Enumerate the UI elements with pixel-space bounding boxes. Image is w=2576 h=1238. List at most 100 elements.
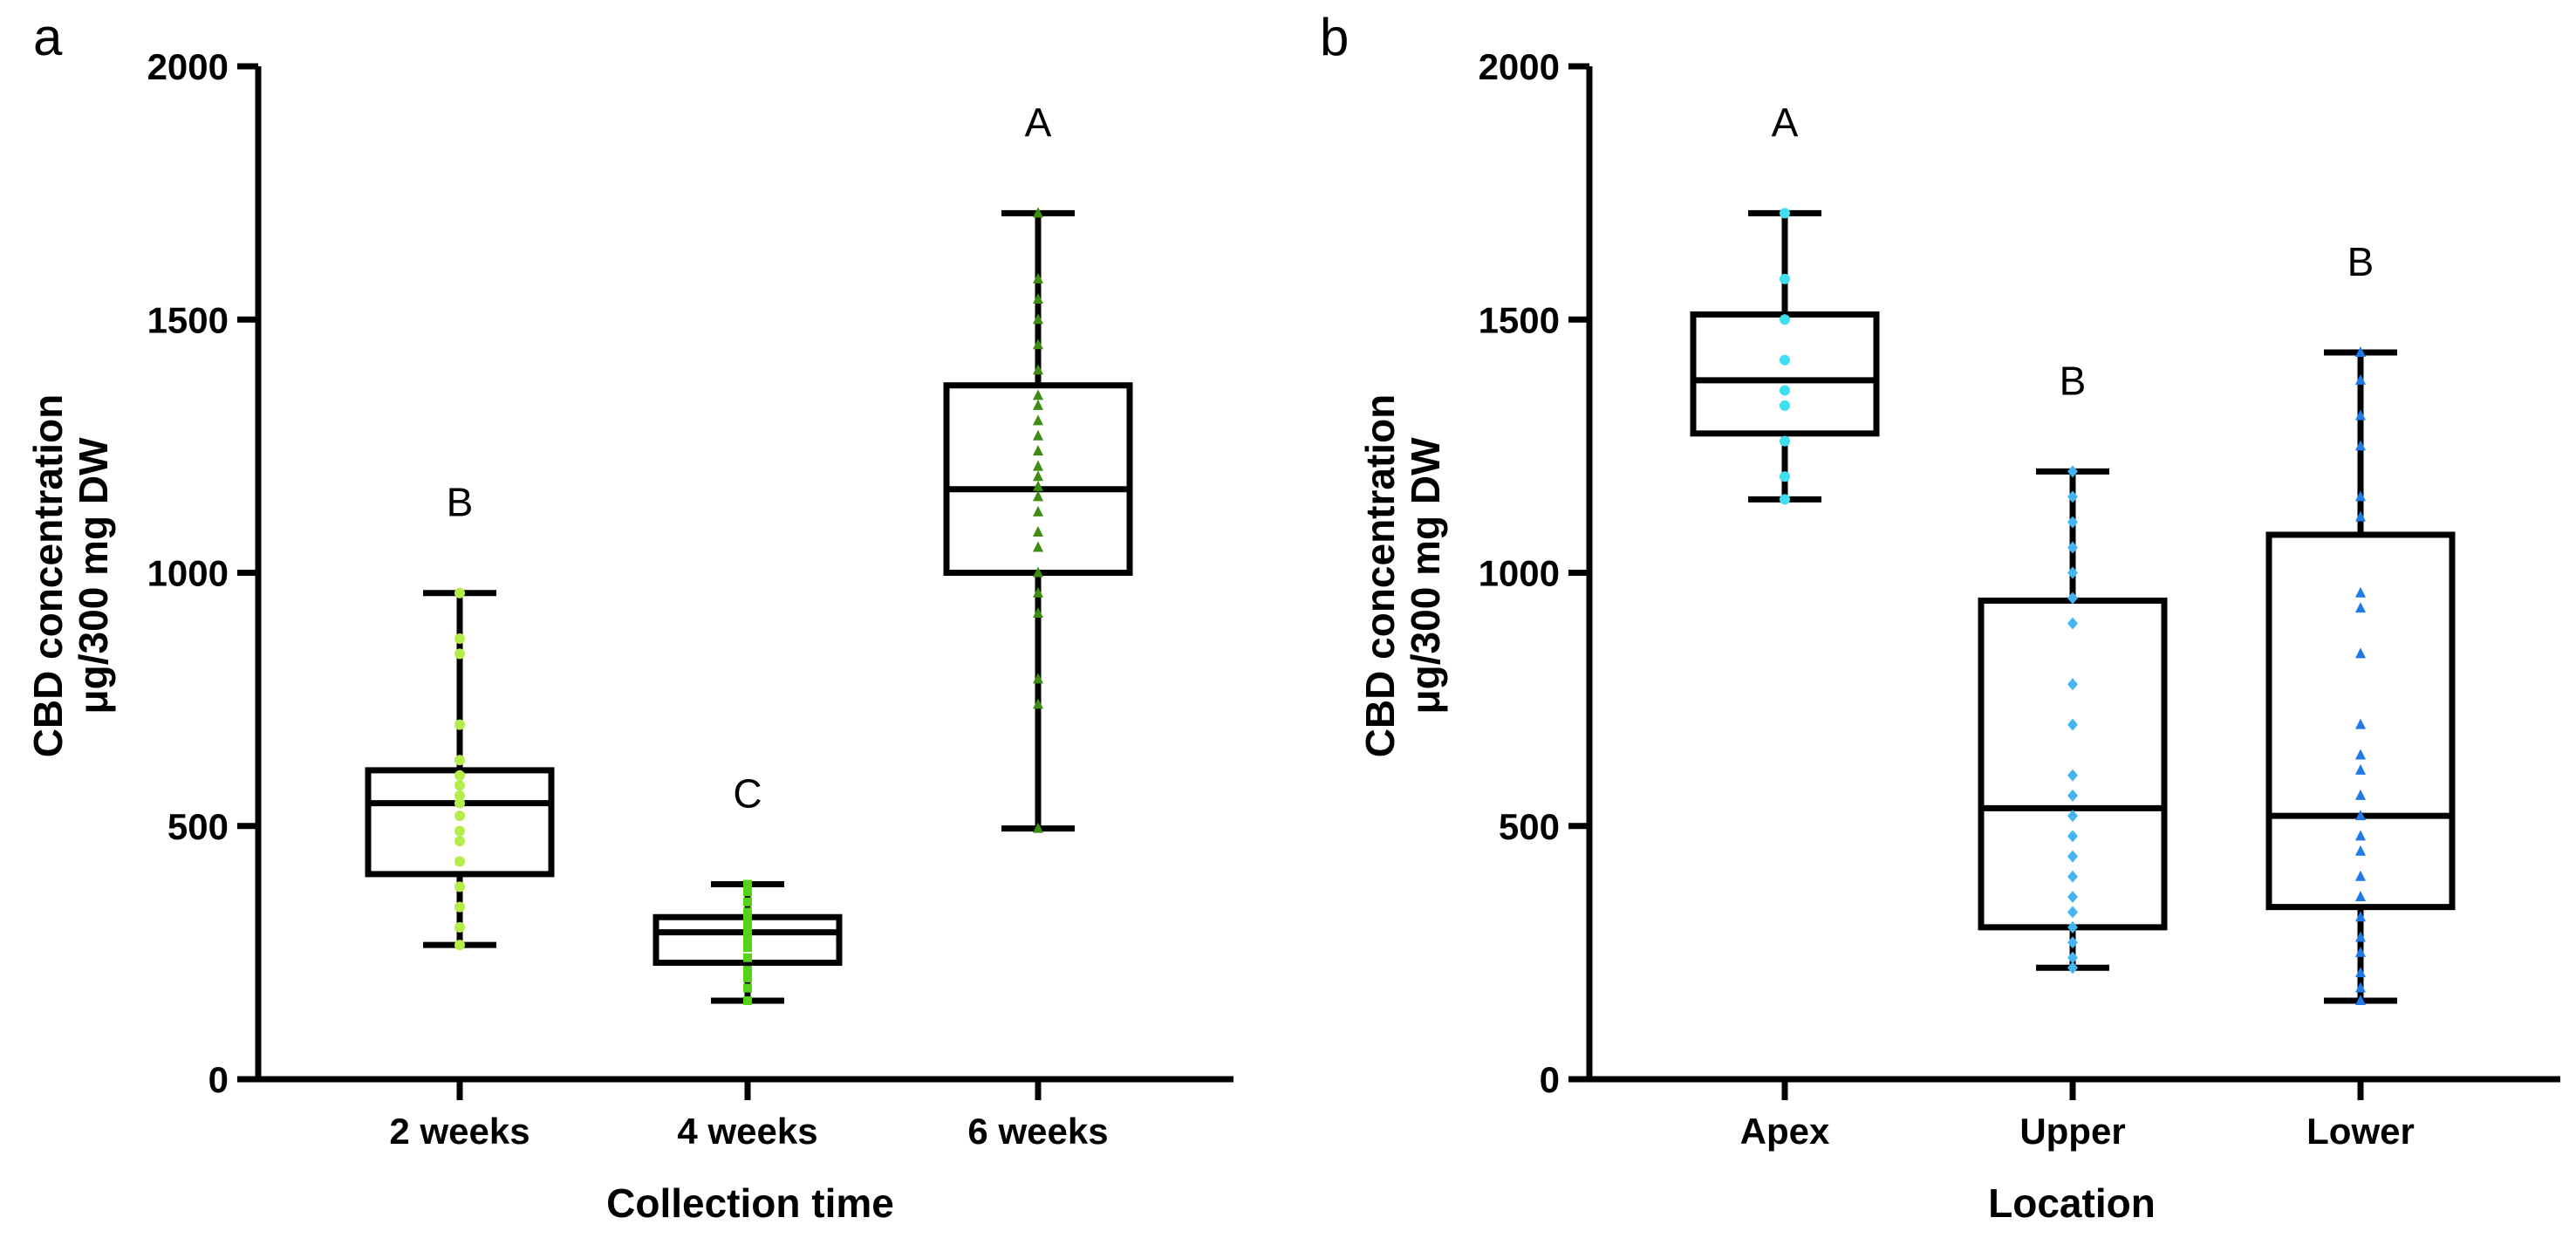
panel-b-upper-point xyxy=(2067,891,2078,904)
panel-b-y-tick-label: 500 xyxy=(1499,806,1560,847)
panel-a-6-weeks-point xyxy=(1033,414,1043,426)
panel-b-apex-point xyxy=(1780,208,1790,219)
panel-b-upper-point xyxy=(2067,490,2078,503)
panel-a-y-tick-label: 0 xyxy=(208,1059,229,1100)
panel-b-apex-significance-letter: A xyxy=(1772,99,1799,145)
panel-a-6-weeks-point xyxy=(1033,364,1043,375)
panel-b-lower-point xyxy=(2355,946,2366,957)
panel-b-lower-point xyxy=(2355,870,2366,881)
panel-a-6-weeks-point xyxy=(1033,429,1043,441)
panel-b-upper-point xyxy=(2067,541,2078,554)
panel-a-2-weeks-point xyxy=(454,790,465,801)
panel-b-apex-point xyxy=(1780,354,1790,366)
panel-b-plot: 0 500 1000 1500 2000 Apex A Upper B Lower B xyxy=(1479,46,2560,1152)
panel-a-2-weeks-point xyxy=(454,719,465,730)
panel-b-upper-point xyxy=(2067,566,2078,579)
panel-b-apex-point xyxy=(1780,435,1790,447)
panel-b-lower-point xyxy=(2355,911,2366,922)
panel-b-upper-point xyxy=(2067,850,2078,863)
panel-a-6-weeks-category-label: 6 weeks xyxy=(967,1111,1108,1152)
panel-a-6-weeks-point xyxy=(1033,293,1043,304)
panel-a-2-weeks-point xyxy=(454,780,465,791)
panel-a-2-weeks-point xyxy=(454,921,465,933)
panel-a-4-weeks-point xyxy=(743,973,752,982)
panel-b-lower-point xyxy=(2355,763,2366,775)
panel-b-lower-point xyxy=(2355,718,2366,729)
panel-a-6-weeks-point xyxy=(1033,490,1043,502)
panel-b-lower-box xyxy=(2265,531,2456,911)
panel-b-lower-point xyxy=(2355,830,2366,841)
panel-b-upper-category-label: Upper xyxy=(2019,1111,2125,1152)
panel-a-4-weeks-point xyxy=(743,953,752,962)
panel-b-lower-point xyxy=(2355,810,2366,821)
panel-a-4-weeks-point xyxy=(743,983,752,993)
panel-b-lower-point xyxy=(2355,602,2366,613)
panel-b-apex-point xyxy=(1780,314,1790,325)
panel-b-lower-point xyxy=(2355,586,2366,598)
panel-a-4-weeks-significance-letter: C xyxy=(733,771,762,817)
panel-b-lower-point xyxy=(2355,440,2366,451)
panel-a-2-weeks-point xyxy=(454,587,465,598)
panel-a-2-weeks-point xyxy=(454,836,465,847)
panel-a-6-weeks-point xyxy=(1033,480,1043,491)
panel-b-apex-point xyxy=(1780,385,1790,396)
panel-a-2-weeks-point xyxy=(454,648,465,660)
panel-a-6-weeks-significance-letter: A xyxy=(1025,99,1052,145)
panel-a-6-weeks-point xyxy=(1033,389,1043,400)
panel-b-xlabel: Location xyxy=(1988,1180,2156,1226)
panel-b: b CBD concentration μg/300 mg DW Locatio… xyxy=(1320,8,2560,1226)
panel-a-6-weeks-point xyxy=(1033,606,1043,618)
panel-b-lower-point xyxy=(2355,891,2366,902)
panel-a-4-weeks-point xyxy=(743,907,752,917)
panel-b-upper-point xyxy=(2067,870,2078,883)
panel-a-2-weeks-point xyxy=(454,797,465,809)
panel-a-6-weeks-point xyxy=(1033,698,1043,709)
panel-a-4-weeks-point xyxy=(743,879,752,889)
panel-b-upper-point xyxy=(2067,906,2078,919)
panel-a-ylabel-line1: CBD concentration xyxy=(25,394,71,758)
panel-b-lower-point xyxy=(2355,409,2366,421)
panel-a-4-weeks-category-label: 4 weeks xyxy=(677,1111,817,1152)
panel-a-4-weeks-point xyxy=(743,943,752,953)
panel-a-4-weeks-point xyxy=(743,897,752,906)
panel-a-y-tick-label: 500 xyxy=(167,806,229,847)
panel-b-y-tick-label: 0 xyxy=(1540,1059,1560,1100)
panel-b-upper-point xyxy=(2067,920,2078,934)
panel-a-ylabel-line2: μg/300 mg DW xyxy=(71,437,116,715)
panel-b-lower-point xyxy=(2355,995,2366,1006)
panel-a-xlabel: Collection time xyxy=(606,1180,894,1226)
panel-a-6-weeks-point xyxy=(1033,460,1043,471)
panel-a-2-weeks-point xyxy=(454,825,465,837)
panel-a-6-weeks-point xyxy=(1033,822,1043,833)
panel-b-lower-point xyxy=(2355,845,2366,856)
panel-a-6-weeks-point xyxy=(1033,272,1043,284)
panel-b-lower-point xyxy=(2355,789,2366,800)
panel-a-4-weeks-point xyxy=(743,996,752,1006)
panel-b-upper-point xyxy=(2067,951,2078,964)
panel-b-lower-category-label: Lower xyxy=(2306,1111,2415,1152)
panel-a-6-weeks-point xyxy=(1033,339,1043,350)
panel-a-4-weeks-point xyxy=(743,915,752,925)
panel-b-upper-point xyxy=(2067,678,2078,691)
panel-a-6-weeks-point xyxy=(1033,207,1043,218)
panel-b-apex-point xyxy=(1780,494,1790,505)
panel-b-upper-point xyxy=(2067,810,2078,823)
panel-a-6-weeks-point xyxy=(1033,541,1043,552)
panel-a-y-tick-label: 2000 xyxy=(147,46,229,87)
panel-a-2-weeks-point xyxy=(454,755,465,766)
panel-b-y-tick-label: 1000 xyxy=(1479,553,1560,594)
panel-b-upper-point xyxy=(2067,516,2078,529)
panel-b-lower-point xyxy=(2355,345,2366,357)
panel-b-lower-point xyxy=(2355,982,2366,993)
panel-a-6-weeks-point xyxy=(1033,566,1043,578)
panel-b-lower-point xyxy=(2355,373,2366,385)
panel-b-upper-point xyxy=(2067,718,2078,731)
panel-b-apex-box xyxy=(1690,311,1880,437)
panel-a-2-weeks-significance-letter: B xyxy=(447,480,474,525)
panel-a-6-weeks-point xyxy=(1033,673,1043,684)
panel-b-lower-significance-letter: B xyxy=(2347,239,2374,284)
panel-a-6-weeks-point xyxy=(1033,470,1043,482)
panel-b-lower-point xyxy=(2355,931,2366,942)
panel-b-letter: b xyxy=(1320,8,1349,66)
